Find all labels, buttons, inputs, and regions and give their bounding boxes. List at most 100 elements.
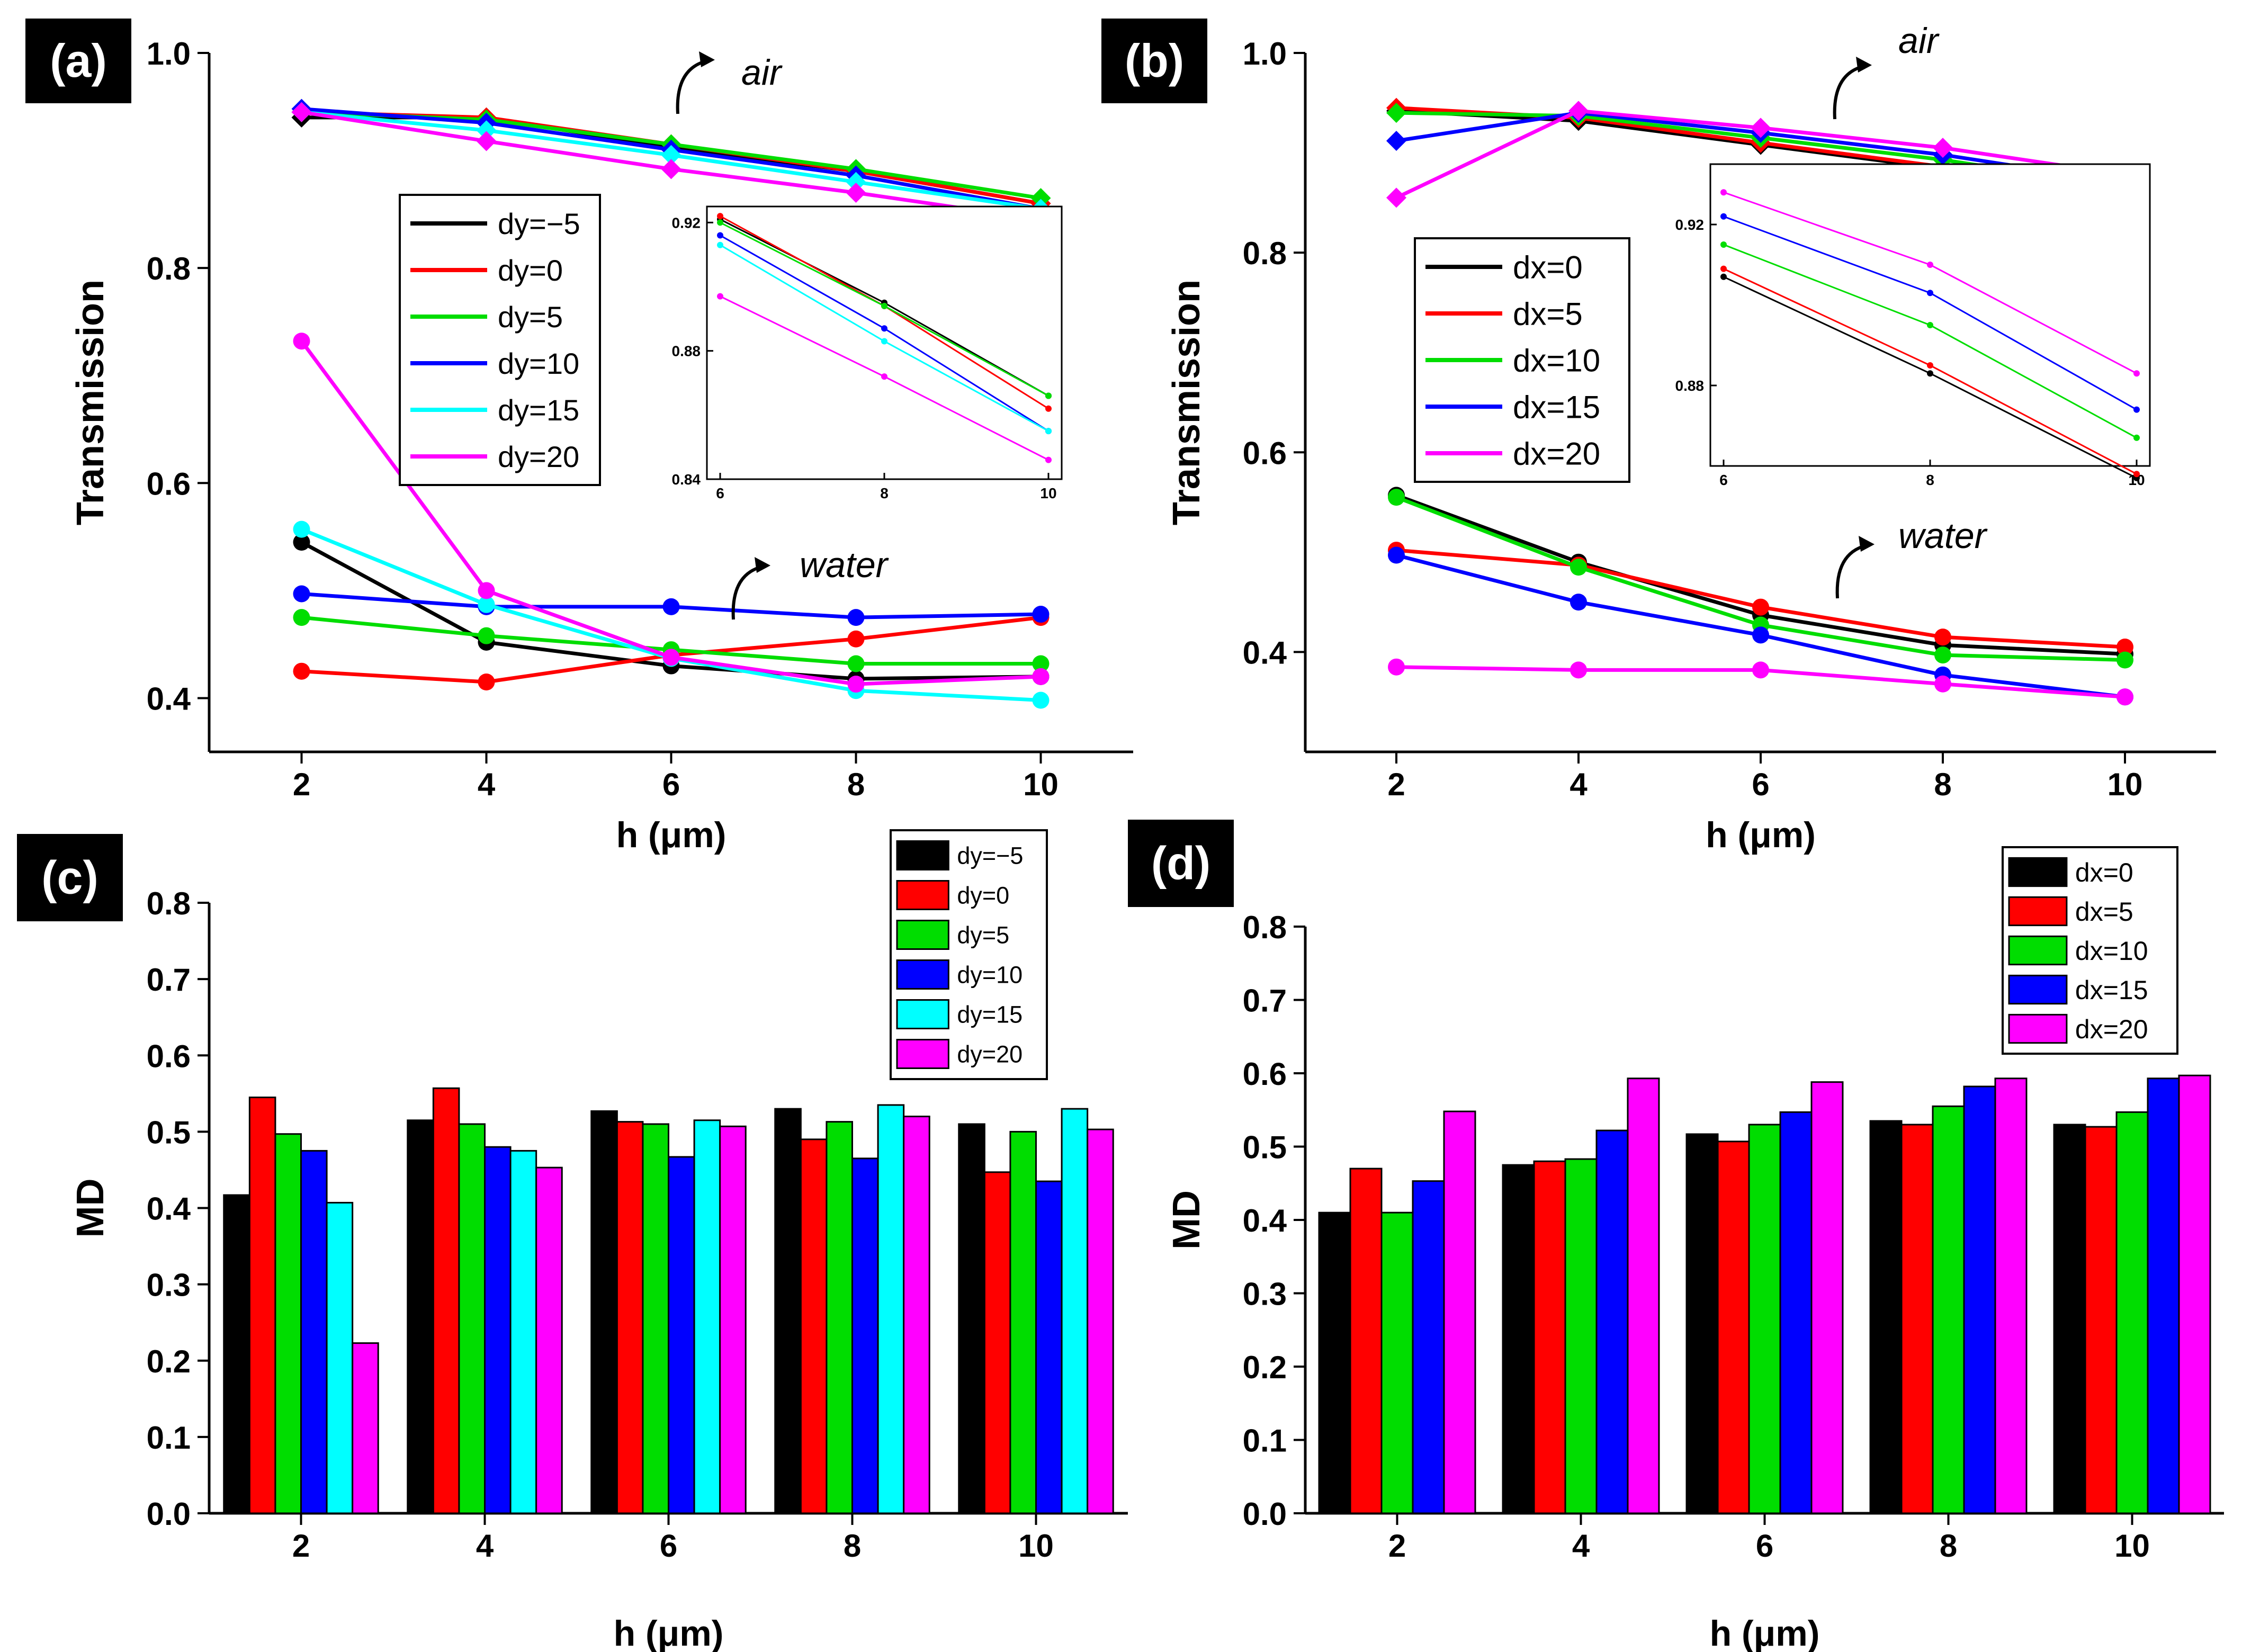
data-point-water-dx-20 bbox=[1934, 675, 1951, 693]
y-tick-label: 0.2 bbox=[147, 1344, 191, 1379]
legend-swatch-dy-10 bbox=[896, 959, 949, 990]
panel-label-b: (b) bbox=[1101, 19, 1207, 103]
inset-chart: 0.84 0.88 0.92 6 8 10 bbox=[672, 205, 1063, 501]
legend-label-dx-20: dx=20 bbox=[2075, 1014, 2148, 1044]
data-point-air-dx-10 bbox=[1386, 103, 1406, 123]
data-point-water-dx-10 bbox=[1570, 559, 1587, 576]
bar-dy-0-h4 bbox=[432, 1087, 460, 1514]
x-axis-title: h (μm) bbox=[1706, 815, 1816, 855]
inset-data-point-dx-20 bbox=[1927, 262, 1933, 268]
y-tick-label: 0.7 bbox=[1243, 983, 1287, 1019]
legend-label-dx-10: dx=10 bbox=[1513, 343, 1600, 379]
bar-dy-15-h10 bbox=[1061, 1108, 1089, 1514]
y-tick-label: 0.8 bbox=[1243, 910, 1287, 945]
inset-data-point-dx-15 bbox=[1720, 213, 1727, 220]
data-point-air-dx-15 bbox=[1386, 130, 1406, 151]
x-tick-label: 8 bbox=[844, 1528, 861, 1564]
bar-dx-5-h10 bbox=[2084, 1126, 2118, 1514]
y-tick-label: 0.5 bbox=[1243, 1130, 1287, 1165]
data-point-air-dy-20 bbox=[846, 183, 866, 203]
legend-label-dx-0: dx=0 bbox=[1513, 250, 1583, 285]
inset-data-point-dx-0 bbox=[1927, 370, 1933, 377]
y-tick-label: 0.2 bbox=[1243, 1350, 1287, 1385]
data-point-water-dy-10 bbox=[847, 609, 865, 626]
y-axis-title: MD bbox=[69, 1179, 112, 1238]
y-tick-label: 0.4 bbox=[1243, 1203, 1287, 1238]
x-tick-label: 2 bbox=[292, 1528, 310, 1564]
data-point-water-dy-20 bbox=[847, 676, 865, 693]
bar-dx-10-h6 bbox=[1748, 1124, 1781, 1514]
x-tick-label: 8 bbox=[1934, 767, 1951, 802]
panel-label-c: (c) bbox=[17, 834, 123, 921]
inset-y-tick-label: 0.92 bbox=[1675, 217, 1705, 233]
inset-data-point-dx-5 bbox=[2133, 471, 2140, 478]
data-point-water-dy-0 bbox=[478, 674, 495, 690]
x-tick-label: 6 bbox=[662, 767, 680, 802]
x-tick-label: 8 bbox=[1940, 1528, 1957, 1564]
data-point-air-dx-20 bbox=[1933, 138, 1953, 158]
inset-data-point-dy-5 bbox=[1045, 392, 1052, 399]
data-point-air-dx-20 bbox=[1751, 118, 1771, 138]
bar-dy-5-h6 bbox=[642, 1123, 670, 1514]
bar-dy-10-h4 bbox=[484, 1146, 512, 1514]
inset-x-tick-label: 6 bbox=[1719, 472, 1728, 488]
bar-dx-5-h8 bbox=[1900, 1124, 1934, 1514]
bar-dy-20-h4 bbox=[535, 1166, 563, 1514]
panel-label-d: (d) bbox=[1128, 820, 1234, 907]
data-point-water-dy-15 bbox=[478, 596, 495, 613]
legend-label-dx-15: dx=15 bbox=[1513, 390, 1600, 425]
y-tick-label: 0.8 bbox=[147, 886, 191, 921]
inset-data-point-dy-20 bbox=[881, 373, 887, 380]
bar-dy-5-h10 bbox=[1009, 1130, 1037, 1514]
panel-label-text: (b) bbox=[1125, 34, 1184, 87]
data-point-water-dx-15 bbox=[1570, 594, 1587, 611]
bar-dx-0-h4 bbox=[1502, 1164, 1535, 1514]
annotation-water-arrowhead bbox=[755, 557, 770, 573]
legend-label-dx-20: dx=20 bbox=[1513, 436, 1600, 472]
inset-data-point-dy-10 bbox=[881, 325, 887, 332]
x-tick-label: 10 bbox=[1023, 767, 1059, 802]
bar-dy-5-h8 bbox=[774, 1108, 802, 1514]
inset-data-point-dy-0 bbox=[717, 213, 723, 220]
annotation-water-label: water bbox=[800, 545, 889, 585]
legend-label-dy-10: dy=10 bbox=[498, 347, 579, 380]
annotations: air water bbox=[676, 51, 889, 620]
inset-data-point-dx-5 bbox=[1927, 362, 1933, 369]
x-tick-label: 4 bbox=[1570, 767, 1588, 802]
inset-data-point-dx-20 bbox=[2133, 370, 2140, 377]
inset-x-tick-label: 10 bbox=[1040, 485, 1056, 501]
x-tick-label: 4 bbox=[1572, 1528, 1590, 1564]
x-axis-title: h (μm) bbox=[616, 815, 727, 855]
y-tick-label: 0.8 bbox=[1243, 236, 1287, 271]
legend-label-dx-10: dx=10 bbox=[2075, 936, 2148, 966]
axes: 0.4 0.6 0.8 1.0 2 4 6 8 10 h (μm) Transmission bbox=[1165, 36, 2216, 855]
data-point-water-dy-5 bbox=[478, 627, 495, 644]
legend-swatch-dx-20 bbox=[2008, 1013, 2068, 1044]
y-tick-label: 0.6 bbox=[147, 1038, 191, 1074]
inset-y-tick-label: 0.88 bbox=[672, 343, 701, 360]
x-axis-title: h (μm) bbox=[1710, 1613, 1820, 1652]
data-point-water-dx-5 bbox=[1934, 629, 1951, 646]
data-point-water-dx-20 bbox=[1388, 658, 1405, 676]
annotation-water-arrowhead bbox=[1859, 536, 1875, 552]
inset-data-point-dy-15 bbox=[717, 241, 723, 248]
bar-dx-20-h6 bbox=[1810, 1081, 1844, 1514]
bar-dy-20-h10 bbox=[1087, 1128, 1114, 1514]
plot-area-c bbox=[223, 1087, 1114, 1514]
data-point-water-dy-20 bbox=[662, 649, 680, 666]
annotation-water-arrow bbox=[1835, 544, 1867, 599]
x-tick-label: 2 bbox=[1387, 767, 1405, 802]
bar-dx-10-h10 bbox=[2115, 1111, 2149, 1514]
inset-x-tick-label: 8 bbox=[880, 485, 889, 501]
y-tick-label: 1.0 bbox=[1243, 36, 1287, 71]
bar-dy-5-h4 bbox=[407, 1119, 434, 1514]
y-tick-label: 0.1 bbox=[1243, 1423, 1287, 1459]
data-point-water-dy-5 bbox=[847, 655, 865, 672]
data-point-water-dx-5 bbox=[1752, 598, 1769, 616]
legend-label-dy-5: dy=−5 bbox=[498, 207, 580, 240]
legend-swatch-dy-0 bbox=[896, 880, 949, 910]
inset-data-point-dy-15 bbox=[881, 338, 887, 345]
y-tick-label: 0.4 bbox=[147, 681, 191, 716]
y-tick-label: 0.7 bbox=[147, 962, 191, 998]
